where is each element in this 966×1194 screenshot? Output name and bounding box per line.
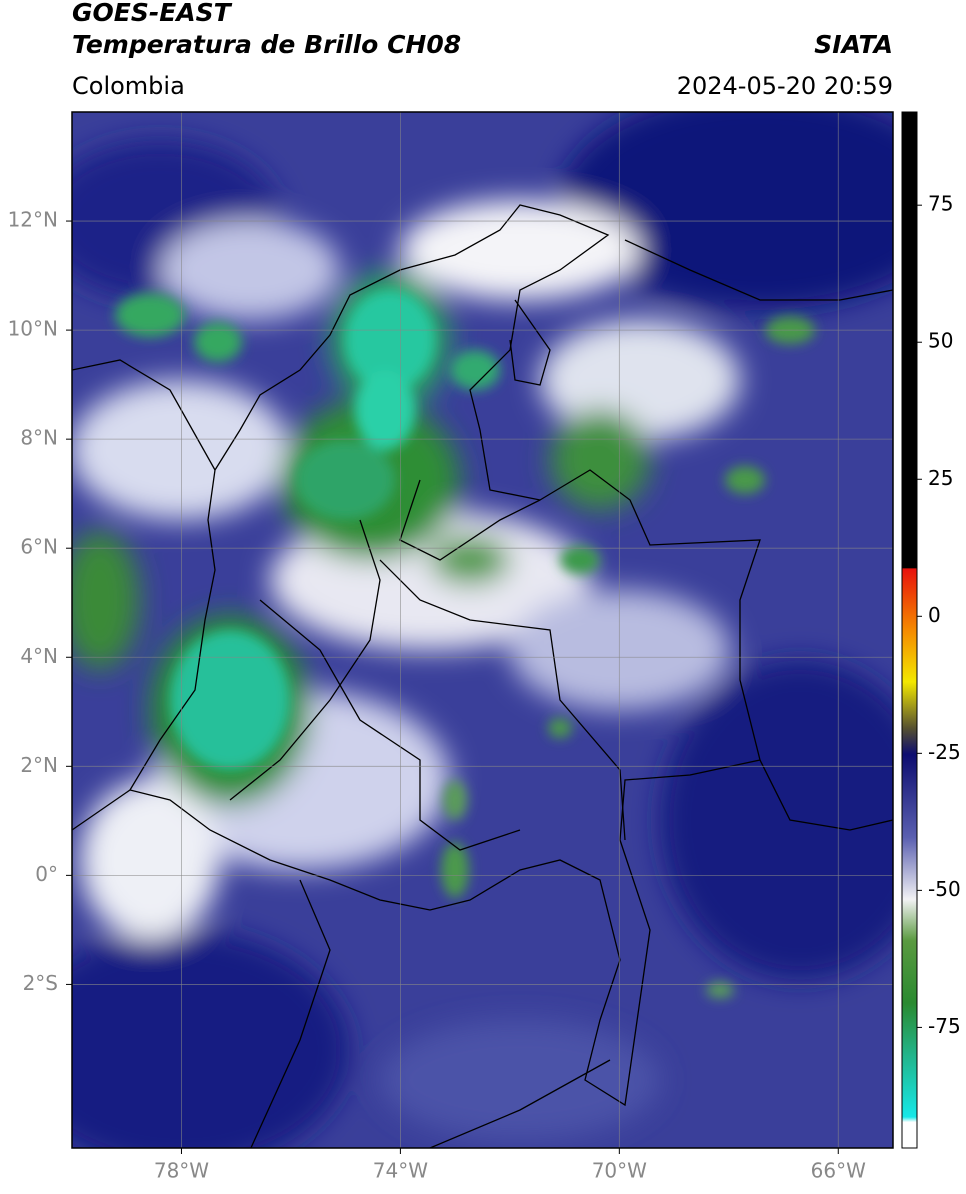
y-tick-label: 12°N bbox=[8, 208, 58, 232]
y-tick-label: 2°N bbox=[20, 753, 58, 777]
grid bbox=[72, 112, 893, 1148]
satellite-image bbox=[72, 112, 893, 1148]
y-tick-label: 4°N bbox=[20, 644, 58, 668]
title: GOES-EAST bbox=[72, 0, 233, 27]
y-tick-label: 0° bbox=[35, 862, 58, 886]
subtitle: Temperatura de Brillo CH08 bbox=[72, 30, 461, 59]
map-frame bbox=[71, 111, 894, 1149]
colorbar-tick-label: -75 bbox=[928, 1014, 961, 1038]
x-tick-label: 70°W bbox=[592, 1159, 647, 1183]
region: Colombia bbox=[72, 72, 185, 100]
colorbar-tick-label: 25 bbox=[928, 466, 953, 490]
y-tick-label: 10°N bbox=[8, 317, 58, 341]
colorbar-tick-label: -50 bbox=[928, 877, 961, 901]
y-tick-label: 8°N bbox=[20, 426, 58, 450]
y-tick-label: 2°S bbox=[23, 971, 58, 995]
colorbar-tick-label: 50 bbox=[928, 329, 953, 353]
colorbar-tick-label: 0 bbox=[928, 603, 941, 627]
colorbar-tick-label: 75 bbox=[928, 192, 953, 216]
x-tick-label: 66°W bbox=[811, 1159, 866, 1183]
colorbar bbox=[901, 111, 918, 1149]
datetime: 2024-05-20 20:59 bbox=[677, 72, 893, 100]
x-tick-label: 78°W bbox=[154, 1159, 209, 1183]
x-tick-label: 74°W bbox=[373, 1159, 428, 1183]
colorbar-tick-label: -25 bbox=[928, 740, 961, 764]
source: SIATA bbox=[814, 30, 893, 59]
y-tick-label: 6°N bbox=[20, 535, 58, 559]
